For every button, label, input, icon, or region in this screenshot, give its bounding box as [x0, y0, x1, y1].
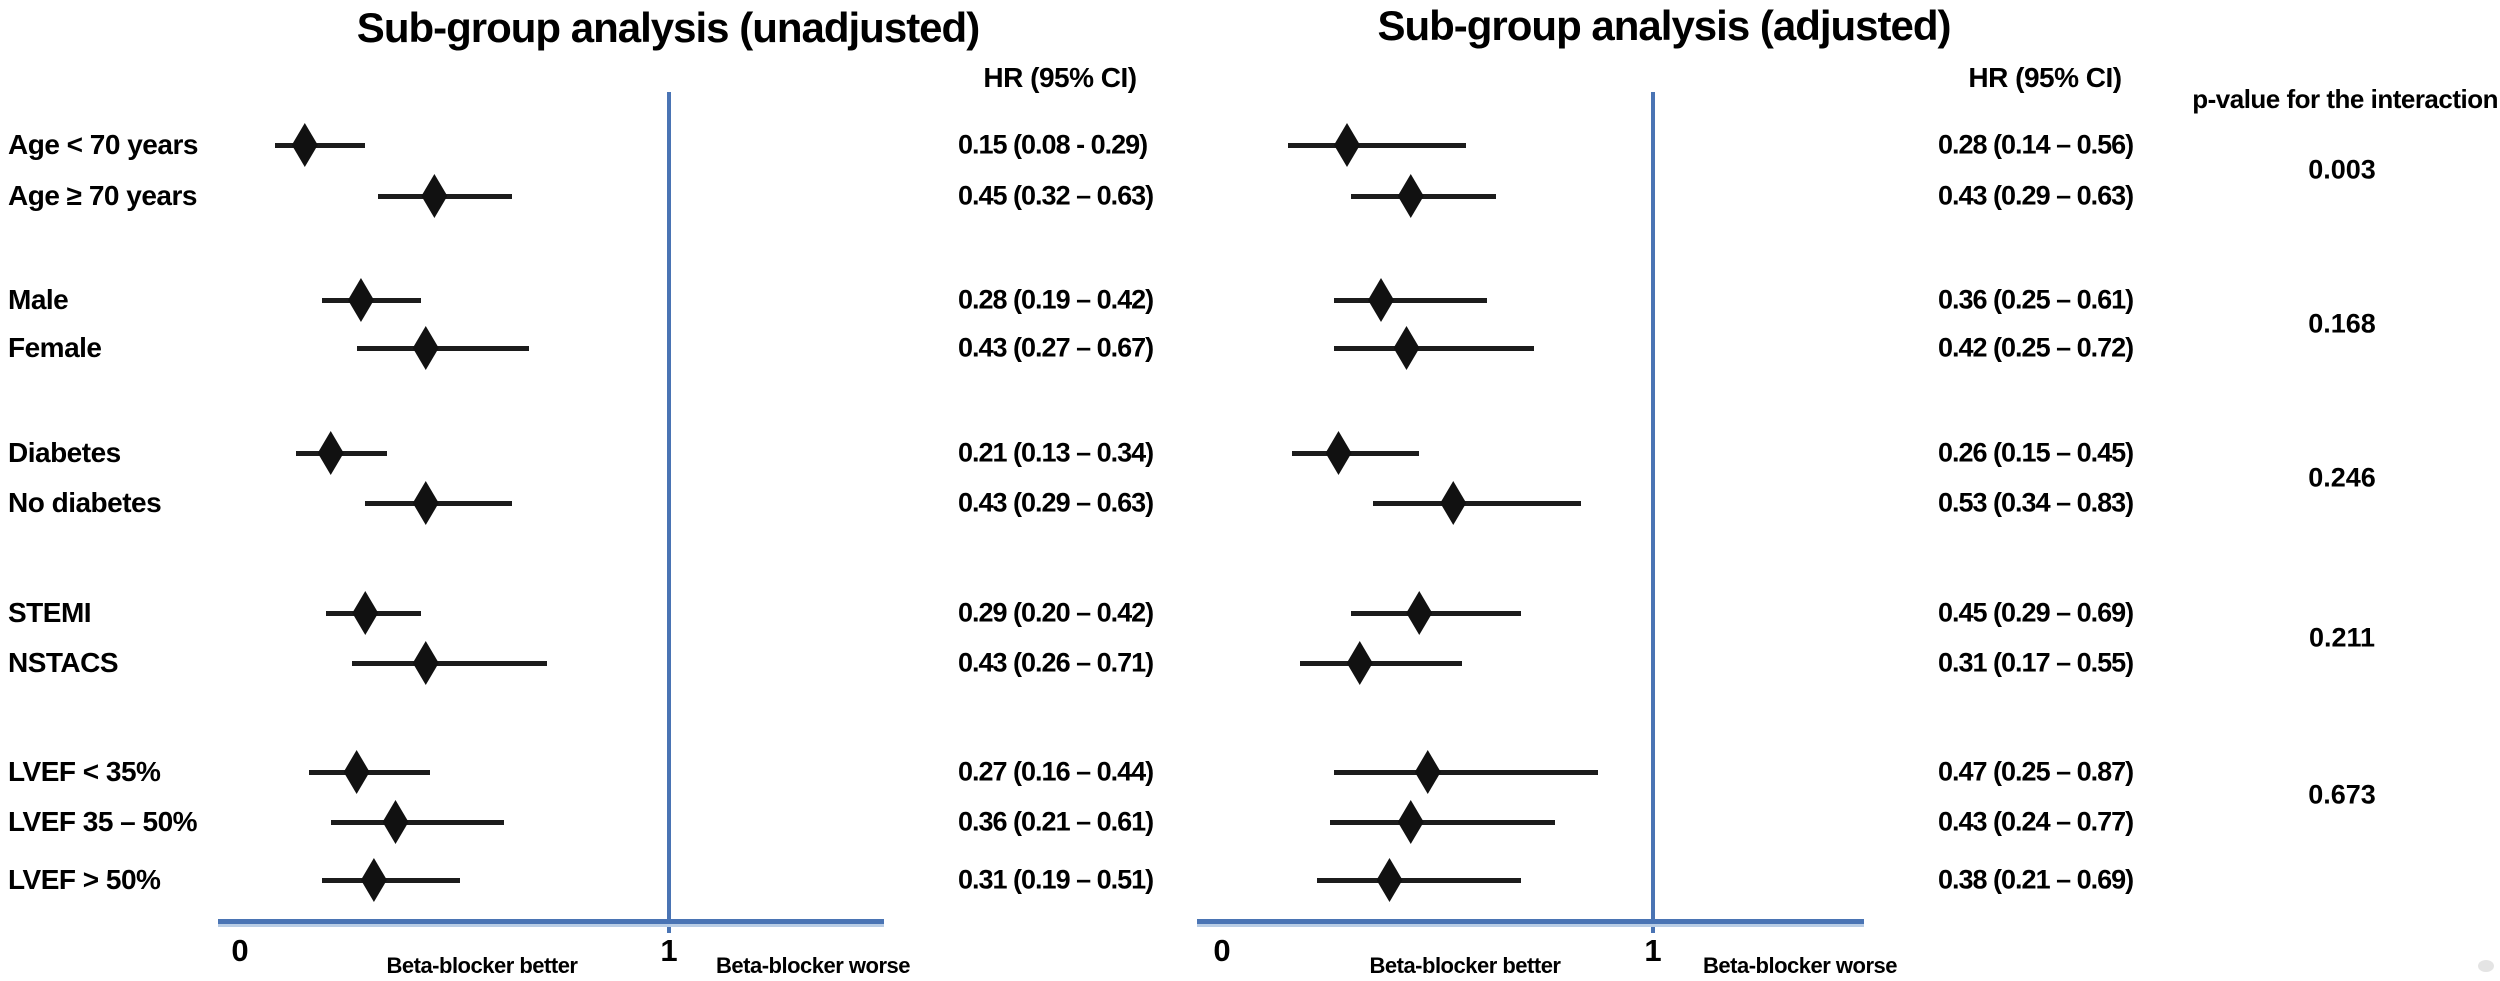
- ci-whisker-adjusted: [1317, 878, 1522, 883]
- hr-ci-text-unadjusted: 0.43 (0.29 – 0.63): [958, 487, 1154, 518]
- tick-one-unadjusted: 1: [660, 933, 678, 968]
- p-value-interaction-header: p-value for the interaction: [2192, 84, 2498, 114]
- hr-ci-text-adjusted: 0.47 (0.25 – 0.87): [1938, 756, 2134, 787]
- panel-title-unadjusted: Sub-group analysis (unadjusted): [356, 4, 980, 51]
- subgroup-label: Female: [8, 332, 102, 363]
- ci-whisker-adjusted: [1334, 346, 1534, 351]
- hr-point-diamond-adjusted: [1376, 858, 1403, 902]
- hr-ci-text-adjusted: 0.28 (0.14 – 0.56): [1938, 129, 2134, 160]
- hr-ci-text-unadjusted: 0.27 (0.16 – 0.44): [958, 756, 1154, 787]
- hr-point-diamond-unadjusted: [421, 174, 448, 218]
- hr-ci-text-unadjusted: 0.43 (0.27 – 0.67): [958, 332, 1154, 363]
- hr-point-diamond-unadjusted: [412, 641, 439, 685]
- axis-label-worse-unadjusted: Beta-blocker worse: [716, 953, 910, 978]
- hr-point-diamond-unadjusted: [317, 431, 344, 475]
- tick-zero-unadjusted: 0: [231, 933, 249, 968]
- axis-label-worse-adjusted: Beta-blocker worse: [1703, 953, 1897, 978]
- x-axis-unadjusted: [218, 919, 884, 924]
- ci-whisker-adjusted: [1334, 770, 1598, 775]
- hr-ci-text-unadjusted: 0.45 (0.32 – 0.63): [958, 180, 1154, 211]
- interaction-p-value: 0.168: [2308, 308, 2376, 339]
- subgroup-label: NSTACS: [8, 647, 119, 678]
- hr-ci-text-adjusted: 0.38 (0.21 – 0.69): [1938, 864, 2134, 895]
- hr-point-diamond-unadjusted: [352, 591, 379, 635]
- hr-point-diamond-unadjusted: [412, 481, 439, 525]
- hr-ci-text-unadjusted: 0.15 (0.08 - 0.29): [958, 129, 1148, 160]
- subgroup-label: Age < 70 years: [8, 129, 198, 160]
- subgroup-label: STEMI: [8, 597, 92, 628]
- hr-point-diamond-adjusted: [1346, 641, 1373, 685]
- axis-label-better-unadjusted: Beta-blocker better: [386, 953, 578, 978]
- reference-line-adjusted: [1651, 92, 1655, 933]
- hr-point-diamond-unadjusted: [291, 123, 318, 167]
- ci-whisker-adjusted: [1291, 451, 1420, 456]
- hr-point-diamond-adjusted: [1397, 800, 1424, 844]
- ci-whisker-unadjusted: [330, 820, 504, 825]
- hr-ci-text-adjusted: 0.45 (0.29 – 0.69): [1938, 597, 2134, 628]
- ci-whisker-adjusted: [1372, 501, 1581, 506]
- tick-one-adjusted: 1: [1644, 933, 1662, 968]
- hr-ci-text-adjusted: 0.43 (0.24 – 0.77): [1938, 806, 2134, 837]
- subgroup-label: Male: [8, 284, 69, 315]
- ci-whisker-unadjusted: [274, 143, 366, 148]
- reference-line-unadjusted: [667, 92, 671, 933]
- hr-point-diamond-unadjusted: [347, 278, 374, 322]
- hr-ci-text-adjusted: 0.36 (0.25 – 0.61): [1938, 284, 2134, 315]
- hr-point-diamond-adjusted: [1397, 174, 1424, 218]
- hr-point-diamond-unadjusted: [343, 750, 370, 794]
- hr-point-diamond-adjusted: [1325, 431, 1352, 475]
- hr-ci-text-unadjusted: 0.28 (0.19 – 0.42): [958, 284, 1154, 315]
- hr-ci-text-unadjusted: 0.21 (0.13 – 0.34): [958, 437, 1154, 468]
- ci-whisker-unadjusted: [309, 770, 431, 775]
- subgroup-label: LVEF 35 – 50%: [8, 806, 198, 837]
- ci-whisker-adjusted: [1287, 143, 1466, 148]
- hr-ci-text-unadjusted: 0.29 (0.20 – 0.42): [958, 597, 1154, 628]
- ci-whisker-adjusted: [1334, 298, 1488, 303]
- ci-whisker-unadjusted: [356, 346, 530, 351]
- hr-ci-text-unadjusted: 0.31 (0.19 – 0.51): [958, 864, 1154, 895]
- ci-whisker-unadjusted: [365, 501, 513, 506]
- hr-point-diamond-adjusted: [1393, 326, 1420, 370]
- hr-point-diamond-adjusted: [1334, 123, 1360, 167]
- interaction-p-value: 0.673: [2308, 779, 2376, 810]
- hr-ci-text-unadjusted: 0.43 (0.26 – 0.71): [958, 647, 1154, 678]
- interaction-p-value: 0.003: [2308, 154, 2376, 185]
- hr-ci-text-adjusted: 0.43 (0.29 – 0.63): [1938, 180, 2134, 211]
- hr-point-diamond-unadjusted: [360, 858, 387, 902]
- hr-point-diamond-adjusted: [1440, 481, 1467, 525]
- interaction-p-value: 0.246: [2308, 462, 2376, 493]
- hr-point-diamond-unadjusted: [382, 800, 409, 844]
- ci-whisker-adjusted: [1351, 611, 1522, 616]
- subgroup-label: No diabetes: [8, 487, 162, 518]
- axis-label-better-adjusted: Beta-blocker better: [1369, 953, 1561, 978]
- hr-ci-text-unadjusted: 0.36 (0.21 – 0.61): [958, 806, 1154, 837]
- ci-whisker-adjusted: [1330, 820, 1556, 825]
- subgroup-label: LVEF > 50%: [8, 864, 161, 895]
- subgroup-label: Age ≥ 70 years: [8, 180, 197, 211]
- hr-ci-text-adjusted: 0.53 (0.34 – 0.83): [1938, 487, 2134, 518]
- hr-ci-header-adjusted: HR (95% CI): [1968, 62, 2122, 93]
- hr-ci-header-unadjusted: HR (95% CI): [983, 62, 1137, 93]
- subgroup-label: Diabetes: [8, 437, 121, 468]
- panel-title-adjusted: Sub-group analysis (adjusted): [1377, 2, 1951, 49]
- ci-whisker-adjusted: [1300, 661, 1462, 666]
- hr-point-diamond-adjusted: [1368, 278, 1394, 322]
- tick-zero-adjusted: 0: [1213, 933, 1231, 968]
- x-axis-adjusted: [1197, 919, 1864, 924]
- hr-point-diamond-unadjusted: [412, 326, 439, 370]
- hr-point-diamond-adjusted: [1406, 591, 1433, 635]
- hr-ci-text-adjusted: 0.31 (0.17 – 0.55): [1938, 647, 2134, 678]
- ci-whisker-adjusted: [1351, 194, 1496, 199]
- ci-whisker-unadjusted: [352, 661, 547, 666]
- interaction-p-value: 0.211: [2308, 622, 2376, 653]
- ci-whisker-unadjusted: [322, 878, 461, 883]
- hr-point-diamond-adjusted: [1414, 750, 1441, 794]
- subgroup-label: LVEF < 35%: [8, 756, 161, 787]
- hr-ci-text-adjusted: 0.26 (0.15 – 0.45): [1938, 437, 2134, 468]
- scan-artifact-dot: [2478, 960, 2494, 972]
- hr-ci-text-adjusted: 0.42 (0.25 – 0.72): [1938, 332, 2134, 363]
